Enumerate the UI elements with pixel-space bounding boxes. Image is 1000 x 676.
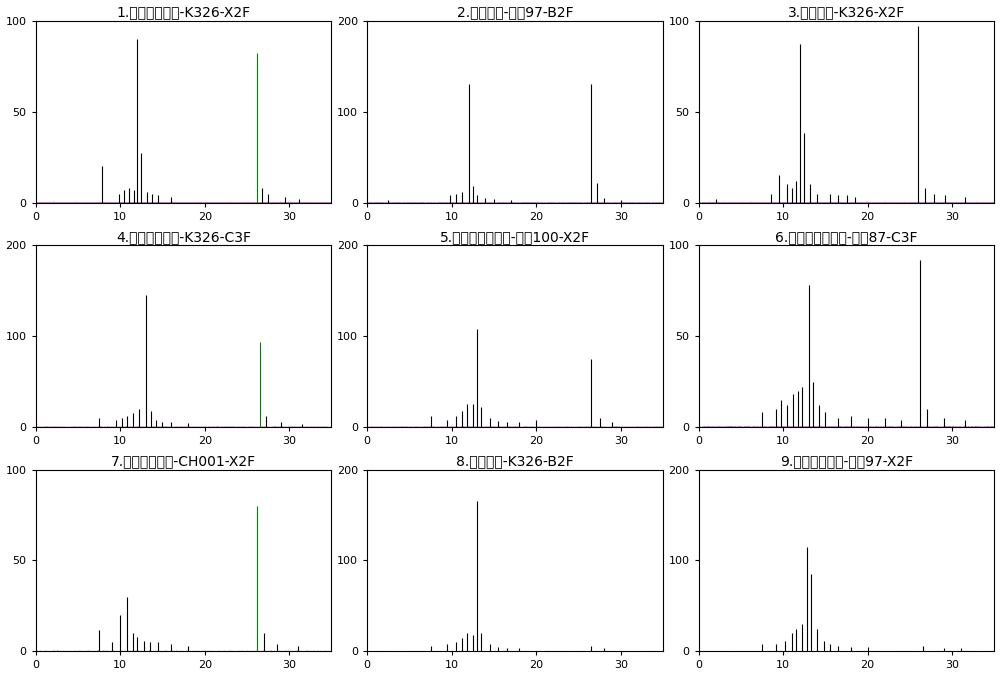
Title: 8.重庆石柱-K326-B2F: 8.重庆石柱-K326-B2F (456, 454, 574, 468)
Title: 2.曲靖师宗-云烟97-B2F: 2.曲靖师宗-云烟97-B2F (457, 5, 573, 20)
Title: 6.湖南郴州桂阳县-云烟87-C3F: 6.湖南郴州桂阳县-云烟87-C3F (775, 230, 918, 244)
Title: 1.玉溪江川周官-K326-X2F: 1.玉溪江川周官-K326-X2F (117, 5, 251, 20)
Title: 9.昭通巧家蒙姑-云烟97-X2F: 9.昭通巧家蒙姑-云烟97-X2F (780, 454, 913, 468)
Title: 5.河南平顶山郸县-中烟100-X2F: 5.河南平顶山郸县-中烟100-X2F (440, 230, 590, 244)
Title: 3.红河泸西-K326-X2F: 3.红河泸西-K326-X2F (788, 5, 905, 20)
Title: 7.辽宁丹东宽甸-CH001-X2F: 7.辽宁丹东宽甸-CH001-X2F (111, 454, 256, 468)
Title: 4.福建南平建阳-K326-C3F: 4.福建南平建阳-K326-C3F (116, 230, 251, 244)
